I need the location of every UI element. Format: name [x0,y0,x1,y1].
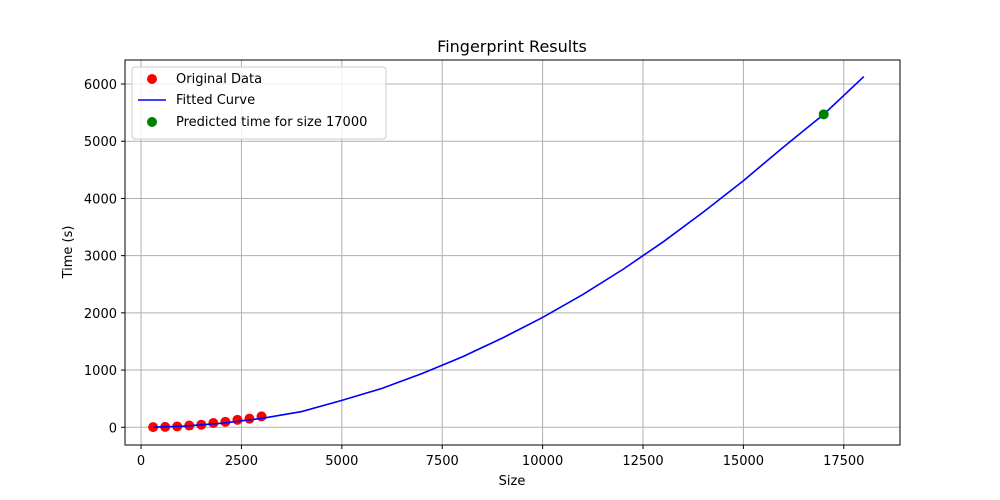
x-tick-label: 15000 [723,454,764,469]
data-point-original [220,416,231,427]
x-tick-label: 5000 [325,454,358,469]
x-tick-label: 7500 [426,454,459,469]
data-point-original [244,413,255,424]
y-tick-label: 3000 [84,250,117,265]
legend-box [131,66,387,140]
legend-marker-predicted [147,117,157,127]
x-tick-label: 0 [137,454,145,469]
x-tick-label: 10000 [522,454,563,469]
x-tick-label: 12500 [622,454,663,469]
data-point-original [208,417,219,428]
y-tick-label: 0 [109,421,117,436]
legend-label-fitted-curve: Fitted Curve [176,93,255,108]
x-axis-label: Size [499,474,526,489]
data-point-predicted [818,109,829,120]
x-tick-label: 17500 [823,454,864,469]
legend: Original Data Fitted Curve Predicted tim… [131,66,387,140]
x-tick-label: 2500 [225,454,258,469]
data-point-original [256,411,267,422]
y-tick-label: 2000 [84,307,117,322]
y-tick-label: 5000 [84,135,117,150]
fitted-curve-line [153,76,865,429]
chart-title: Fingerprint Results [437,37,587,56]
legend-label-predicted: Predicted time for size 17000 [176,115,367,130]
plot-frame [124,59,901,446]
legend-marker-original-data [147,74,157,84]
plot-content [148,76,865,433]
y-tick-label: 4000 [84,192,117,207]
y-axis-label: Time (s) [61,226,76,280]
y-tick-label: 1000 [84,364,117,379]
data-point-original [232,414,243,425]
legend-label-original-data: Original Data [176,72,262,87]
ticks: 0 2500 5000 7500 10000 12500 15000 17500 0 1000 20… [84,78,865,469]
y-tick-label: 6000 [84,78,117,93]
